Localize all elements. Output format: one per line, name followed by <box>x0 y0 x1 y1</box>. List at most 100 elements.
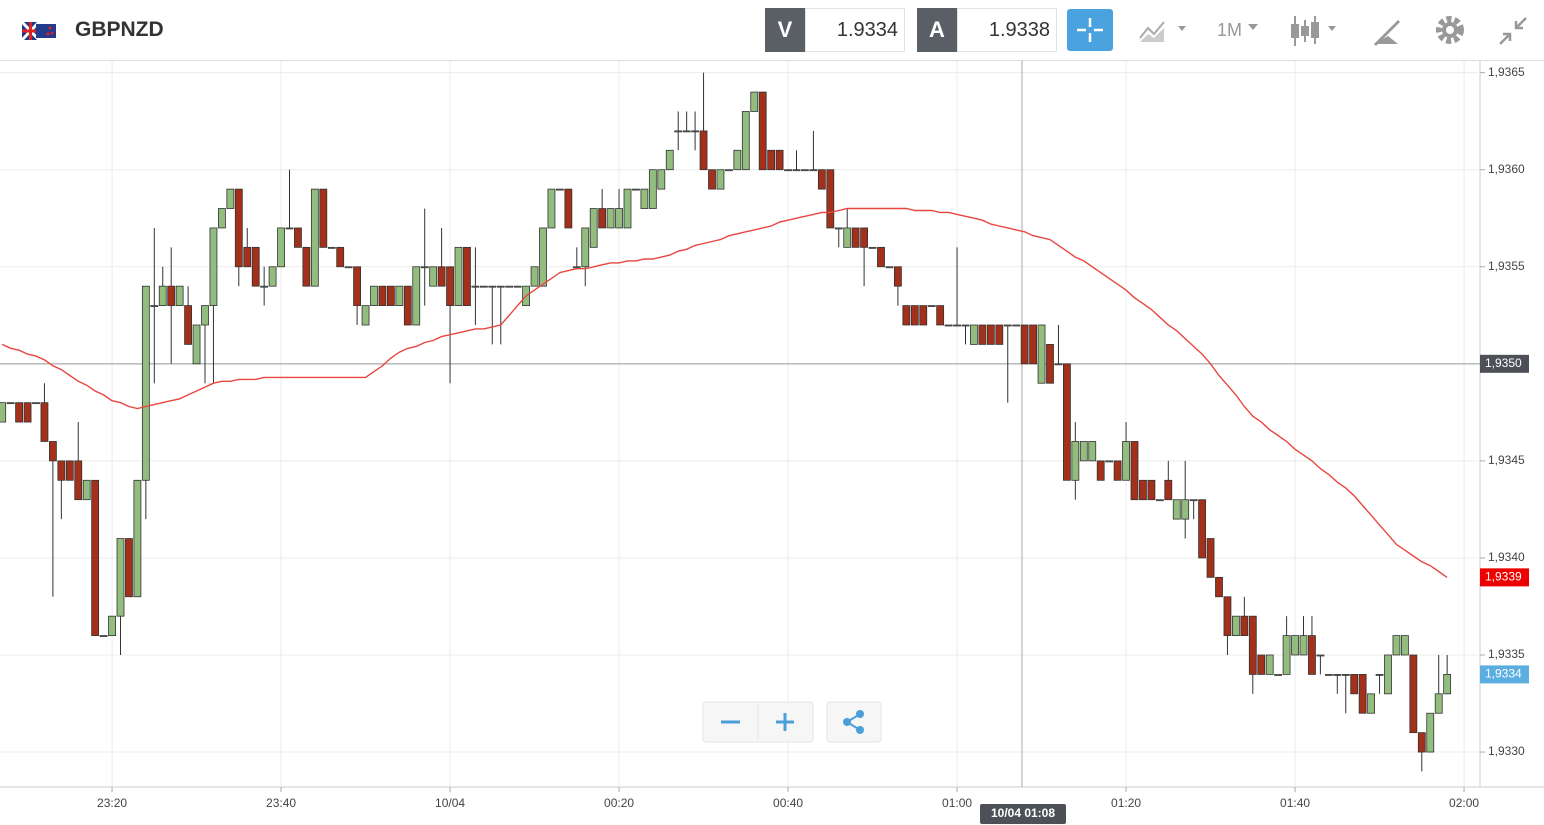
candle-body <box>496 285 505 288</box>
candle-body <box>691 130 699 133</box>
candle-body <box>995 324 1004 345</box>
candle-body <box>1375 674 1384 676</box>
candle-body <box>15 402 23 423</box>
candle-body <box>268 266 277 287</box>
candle-body <box>961 324 970 327</box>
candle-body <box>1181 499 1190 520</box>
candle-body <box>1358 674 1367 714</box>
candle-body <box>1113 460 1122 481</box>
zoom-in[interactable] <box>776 713 794 731</box>
candle-body <box>133 479 142 598</box>
candle-body <box>353 266 362 306</box>
candle-body <box>1341 674 1350 676</box>
chart-type-button[interactable] <box>1138 18 1194 44</box>
candle-body <box>539 227 547 287</box>
candle-body <box>1401 635 1409 656</box>
candle-body <box>1054 363 1063 366</box>
candle-body <box>910 305 919 326</box>
candle-body <box>665 149 674 171</box>
candle-body <box>623 188 632 229</box>
candle-body <box>1291 635 1299 656</box>
buy-price[interactable]: 1.9338 <box>957 8 1057 52</box>
x-tick-label: 01:40 <box>1280 796 1310 810</box>
candle-body <box>226 188 235 209</box>
x-tick-label: 01:20 <box>1111 796 1141 810</box>
zoom-controls <box>702 701 882 743</box>
sell-price[interactable]: 1.9334 <box>805 8 905 52</box>
x-tick-label: 00:20 <box>604 796 634 810</box>
buy-label[interactable]: A <box>917 8 957 52</box>
candle-body <box>817 169 826 190</box>
candle-body <box>1139 479 1147 501</box>
candle-body <box>530 266 539 287</box>
collapse-button[interactable] <box>1498 16 1528 46</box>
candle-body <box>564 188 573 229</box>
candle-body <box>1384 654 1392 695</box>
candle-body <box>885 266 894 269</box>
candle-body <box>57 460 66 481</box>
candle-body <box>1265 654 1274 675</box>
candle-body <box>1248 615 1257 675</box>
candle-body <box>403 285 412 326</box>
candle-body <box>708 169 716 190</box>
x-tick-label: 02:00 <box>1449 796 1479 810</box>
candle-body <box>361 305 370 326</box>
candle-body <box>1122 441 1130 481</box>
x-tick-label: 23:20 <box>97 796 127 810</box>
candle-body <box>970 324 978 345</box>
candle-body <box>868 246 877 249</box>
candle-body <box>1316 654 1325 657</box>
crosshair-button[interactable] <box>1067 9 1113 51</box>
candle-body <box>91 479 100 636</box>
chart: 1,9330 1,9335 1,9340 1,9345 1,9350 1,9355 1,93… <box>0 61 1544 824</box>
candle-body <box>606 208 615 229</box>
candle-body <box>158 285 167 306</box>
candle-type-button[interactable] <box>1290 14 1346 48</box>
candle-body <box>429 266 438 287</box>
candle-body <box>6 402 15 405</box>
candle-body <box>648 169 657 209</box>
settings-button[interactable] <box>1435 15 1465 45</box>
candle-body <box>741 111 750 171</box>
candle-body <box>598 208 607 229</box>
candle-body <box>1037 324 1046 384</box>
candle-body <box>336 246 345 268</box>
timeframe[interactable]: 1M <box>1217 20 1243 40</box>
candle-body <box>125 538 133 598</box>
candle-body <box>1350 674 1359 695</box>
toolbar: GBPNZD V 1.9334 A 1.9338 1M <box>0 0 1544 61</box>
crosshair-x-box <box>980 804 1066 824</box>
flag-icon <box>22 22 56 40</box>
sell-label[interactable]: V <box>765 8 805 52</box>
sell-price-text: 1.9334 <box>836 19 898 41</box>
candle-body <box>919 305 928 326</box>
candle-body <box>851 227 860 248</box>
candle-body <box>1172 499 1181 520</box>
draw-tool-button[interactable] <box>1372 16 1402 46</box>
candle-body <box>505 285 514 288</box>
candle-body <box>640 188 649 209</box>
candle-body <box>1282 635 1291 675</box>
y-tick-label: 1,9355 <box>1488 259 1525 273</box>
y-tick-label: 1,9340 <box>1488 550 1525 564</box>
candle-body <box>49 441 57 462</box>
candle-body <box>1434 693 1443 714</box>
candle-body <box>141 285 150 481</box>
candle-body <box>99 635 108 637</box>
share-button[interactable] <box>843 710 864 734</box>
candle-body <box>1130 441 1139 501</box>
candle-body <box>1232 615 1240 636</box>
candle-body <box>1274 674 1283 676</box>
candle-body <box>32 402 40 405</box>
crosshair-y-label: 1,9350 <box>1485 356 1522 370</box>
candle-body <box>1257 654 1266 675</box>
candle-body <box>108 615 116 636</box>
last-price-label-box <box>1480 665 1529 684</box>
candle-body <box>750 91 759 112</box>
candle-body <box>1155 499 1164 502</box>
candle-body <box>826 169 835 229</box>
candle-body <box>1096 460 1105 481</box>
candle-body <box>572 266 581 269</box>
candle-body <box>944 324 953 327</box>
